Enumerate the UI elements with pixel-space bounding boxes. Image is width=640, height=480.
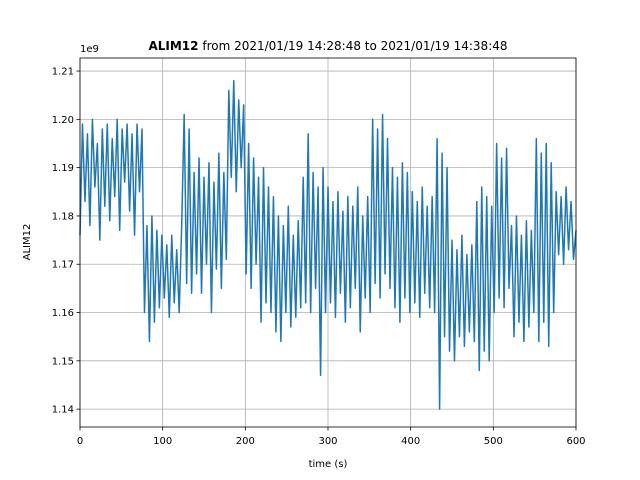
- y-tick-label: 1.19: [52, 163, 74, 174]
- data-line: [79, 79, 577, 410]
- ticks: 0 100 200 300 400 500 600 1.14 1.15 1.16 1.17 1.18 1…: [52, 67, 586, 447]
- y-tick-label: 1.14: [52, 405, 74, 416]
- y-tick-label: 1.20: [52, 115, 74, 126]
- x-tick-label: 500: [484, 436, 503, 447]
- y-axis-label: ALIM12: [22, 224, 33, 261]
- x-tick-label: 400: [401, 436, 420, 447]
- title-rest: from 2021/01/19 14:28:48 to 2021/01/19 1…: [202, 39, 507, 53]
- plot: [79, 79, 577, 410]
- y-tick-label: 1.16: [52, 308, 74, 319]
- chart-title: ALIM12 from 2021/01/19 14:28:48 to 2021/…: [148, 39, 507, 53]
- y-tick-label: 1.18: [52, 211, 74, 222]
- x-tick-label: 200: [236, 436, 255, 447]
- x-tick-label: 100: [153, 436, 172, 447]
- offset-label: 1e9: [80, 44, 99, 55]
- y-tick-label: 1.15: [52, 356, 74, 367]
- title-bold: ALIM12: [148, 39, 198, 53]
- x-axis-label: time (s): [309, 459, 348, 470]
- x-tick-label: 0: [77, 436, 83, 447]
- y-tick-label: 1.17: [52, 260, 74, 271]
- x-tick-label: 600: [566, 436, 585, 447]
- x-tick-label: 300: [318, 436, 337, 447]
- y-tick-label: 1.21: [52, 67, 74, 78]
